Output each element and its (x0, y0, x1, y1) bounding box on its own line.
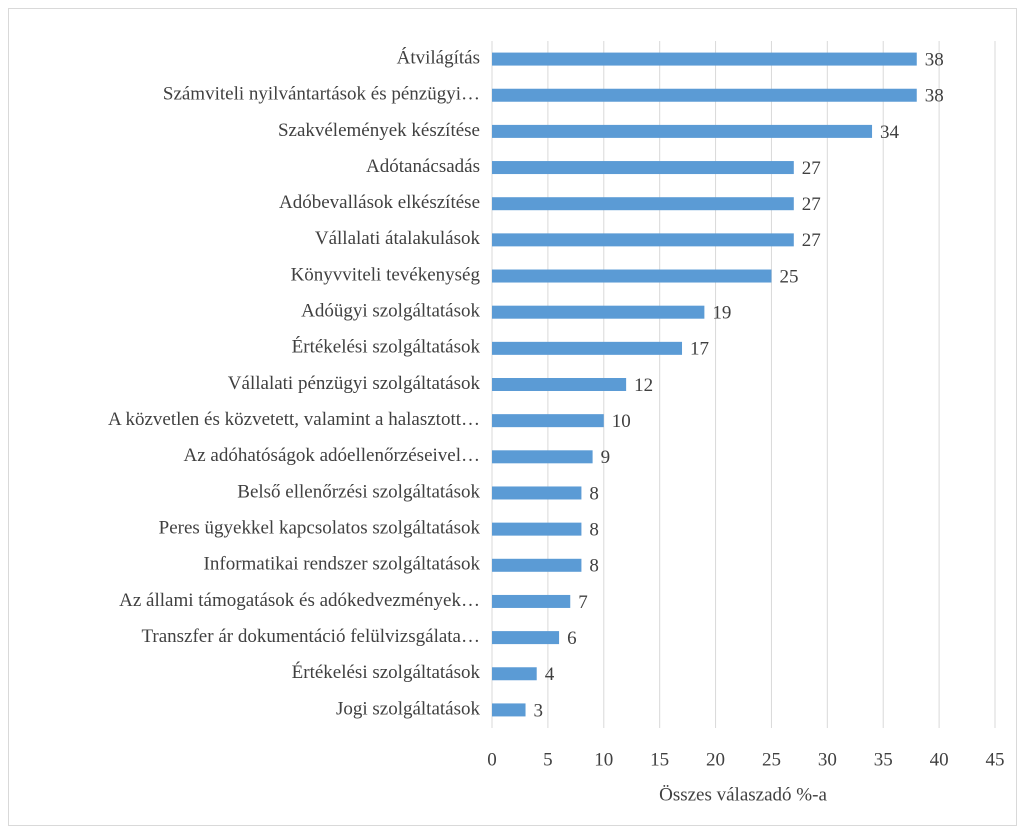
y-tick-label: Informatikai rendszer szolgáltatások (204, 554, 481, 575)
y-tick-label: Adóbevallások elkészítése (279, 192, 480, 213)
bar (492, 233, 794, 247)
data-label: 6 (567, 628, 577, 649)
x-tick-label: 5 (543, 749, 553, 770)
data-label: 38 (925, 86, 944, 107)
bar (492, 305, 705, 319)
x-tick-label: 45 (986, 749, 1005, 770)
bar (492, 558, 582, 572)
data-label: 10 (612, 411, 631, 432)
bar (492, 450, 593, 464)
x-tick-label: 40 (930, 749, 949, 770)
bar (492, 88, 917, 102)
y-tick-label: Jogi szolgáltatások (336, 698, 481, 719)
x-tick-label: 20 (706, 749, 725, 770)
bar (492, 161, 794, 175)
data-label: 8 (589, 556, 599, 577)
data-label: 4 (545, 664, 555, 685)
data-label: 8 (589, 483, 599, 504)
data-label: 3 (534, 700, 544, 721)
y-tick-label: Az állami támogatások és adókedvezmények… (119, 590, 480, 611)
data-label: 38 (925, 49, 944, 70)
data-label: 12 (634, 375, 653, 396)
y-tick-label: Belső ellenőrzési szolgáltatások (237, 481, 480, 502)
data-label: 27 (802, 194, 821, 215)
y-tick-label: Szakvélemények készítése (278, 120, 480, 141)
data-label: 8 (589, 519, 599, 540)
y-tick-label: Vállalati átalakulások (315, 228, 481, 249)
data-label: 27 (802, 158, 821, 179)
data-label: 7 (578, 592, 588, 613)
y-tick-label: Transzfer ár dokumentáció felülvizsgálat… (141, 626, 480, 647)
data-label: 27 (802, 230, 821, 251)
data-label: 19 (712, 303, 731, 324)
bar (492, 197, 794, 211)
bar (492, 269, 772, 283)
y-tick-label: Adótanácsadás (366, 156, 480, 177)
bar (492, 52, 917, 66)
x-tick-label: 10 (594, 749, 613, 770)
bar (492, 124, 873, 138)
y-tick-label: Számviteli nyilvántartások és pénzügyi… (163, 84, 480, 105)
data-label: 9 (601, 447, 611, 468)
bar (492, 486, 582, 500)
y-tick-label: Az adóhatóságok adóellenőrzéseivel… (184, 445, 481, 466)
y-tick-label: Értékelési szolgáltatások (292, 661, 481, 683)
bar (492, 594, 571, 608)
bar (492, 378, 627, 391)
x-tick-label: 30 (818, 749, 837, 770)
bar (492, 667, 537, 681)
data-label: 25 (779, 266, 798, 287)
data-label: 34 (880, 122, 900, 143)
x-tick-label: 35 (874, 749, 893, 770)
y-tick-label: Peres ügyekkel kapcsolatos szolgáltatáso… (159, 517, 481, 538)
bar (492, 522, 582, 536)
x-axis-title: Összes válaszadó %-a (659, 784, 827, 805)
y-tick-label: Adóügyi szolgáltatások (301, 301, 480, 322)
y-tick-label: A közvetlen és közvetett, valamint a hal… (108, 409, 480, 430)
y-tick-label: Vállalati pénzügyi szolgáltatások (228, 373, 481, 394)
bar (492, 341, 683, 355)
x-tick-label: 15 (650, 749, 669, 770)
x-tick-label: 25 (762, 749, 781, 770)
y-tick-label: Értékelési szolgáltatások (292, 336, 481, 358)
y-tick-label: Átvilágítás (397, 46, 480, 68)
bar (492, 414, 604, 428)
bar (492, 631, 560, 645)
y-tick-label: Könyvviteli tevékenység (291, 264, 481, 285)
data-label: 17 (690, 339, 709, 360)
bar (492, 703, 526, 717)
x-tick-label: 0 (487, 749, 497, 770)
